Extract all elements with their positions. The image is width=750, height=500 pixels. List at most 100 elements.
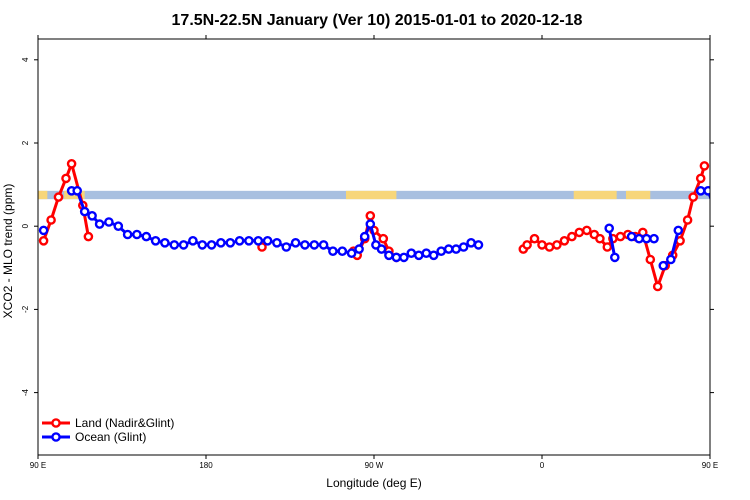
data-point: [38, 225, 49, 236]
data-point: [83, 231, 94, 242]
data-point: [673, 225, 684, 236]
data-point: [234, 235, 245, 246]
x-tick-label: 0: [540, 461, 545, 470]
data-point: [391, 252, 402, 263]
data-point: [178, 240, 189, 250]
y-tick-label: -2: [21, 305, 30, 313]
data-point: [645, 254, 656, 265]
data-point: [61, 173, 71, 184]
series-line: [607, 228, 617, 258]
data-point: [197, 240, 208, 250]
data-point: [421, 248, 432, 258]
data-point: [359, 231, 370, 242]
data-point: [94, 219, 105, 229]
land-band-0: [38, 190, 48, 200]
series-line: [71, 189, 479, 259]
data-point: [225, 237, 236, 248]
chart-title: 17.5N-22.5N January (Ver 10) 2015-01-01 …: [172, 12, 583, 29]
axis-ticks: 90 E 180 90 W 0 90 E 4 2 0 -2 -4: [21, 35, 718, 470]
data-point: [122, 229, 133, 240]
data-point: [699, 161, 710, 171]
data-point: [582, 225, 592, 236]
data-point: [634, 233, 644, 244]
data-point: [458, 242, 469, 252]
data-point: [300, 240, 310, 250]
data-point: [552, 240, 562, 250]
data-point: [46, 215, 56, 225]
land-band-3: [573, 190, 617, 200]
data-point: [529, 233, 540, 244]
data-point: [328, 246, 338, 256]
data-point: [160, 237, 170, 248]
data-point: [666, 254, 676, 265]
y-tick-label: 4: [21, 57, 30, 62]
legend: Land (Nadir&Glint)Ocean (Glint): [42, 416, 174, 444]
data-point: [406, 248, 417, 258]
data-point: [38, 235, 49, 246]
data-point: [399, 252, 409, 263]
data-point: [652, 281, 663, 292]
data-point: [206, 240, 217, 250]
data-point: [727, 221, 734, 228]
series-land: [38, 158, 723, 292]
land-band-2: [346, 190, 397, 200]
data-point: [141, 231, 152, 242]
data-point: [703, 186, 710, 196]
data-point: [244, 235, 254, 246]
data-point: [281, 242, 292, 252]
data-point: [132, 229, 142, 240]
data-point: [365, 219, 376, 229]
data-point: [451, 244, 461, 254]
legend-marker: [51, 432, 61, 442]
data-point: [466, 237, 476, 248]
data-point: [443, 244, 454, 254]
data-point: [610, 252, 620, 263]
data-point: [712, 208, 719, 215]
data-point: [734, 218, 741, 225]
data-point: [537, 240, 547, 250]
series-ocean: [38, 185, 749, 271]
data-point: [309, 240, 320, 250]
data-point: [376, 244, 387, 254]
data-point: [574, 227, 585, 238]
data-point: [428, 250, 439, 261]
data-point: [365, 210, 376, 221]
y-tick-label: 0: [21, 223, 30, 228]
x-tick-label: 180: [199, 461, 213, 470]
data-point: [253, 235, 264, 246]
data-point: [615, 231, 626, 242]
data-point: [272, 237, 282, 248]
data-point: [626, 231, 637, 242]
data-point: [522, 240, 532, 250]
data-point: [602, 242, 613, 252]
data-point: [688, 192, 699, 202]
data-point: [720, 212, 727, 219]
y-tick-label: -4: [21, 388, 30, 396]
data-point: [742, 223, 749, 230]
data-point: [567, 231, 577, 242]
data-point: [262, 235, 273, 246]
data-point: [559, 235, 570, 246]
data-point: [473, 240, 484, 250]
data-point: [413, 250, 424, 261]
data-point: [169, 240, 180, 250]
data-point: [318, 240, 329, 250]
data-point: [53, 192, 64, 202]
data-point: [384, 250, 394, 261]
data-point: [604, 223, 615, 234]
data-point: [544, 242, 555, 252]
data-point: [716, 233, 723, 240]
data-point: [150, 235, 161, 246]
data-point: [87, 210, 97, 221]
data-point: [641, 233, 652, 244]
data-point: [682, 215, 693, 225]
data-point: [436, 246, 447, 256]
land-band-1: [64, 190, 85, 200]
x-axis-label: Longitude (deg E): [326, 476, 421, 490]
data-point: [695, 185, 706, 196]
y-tick-label: 2: [21, 140, 30, 145]
x-tick-label: 90 E: [30, 461, 46, 470]
data-point: [354, 244, 364, 254]
land-ocean-band: [38, 190, 710, 200]
